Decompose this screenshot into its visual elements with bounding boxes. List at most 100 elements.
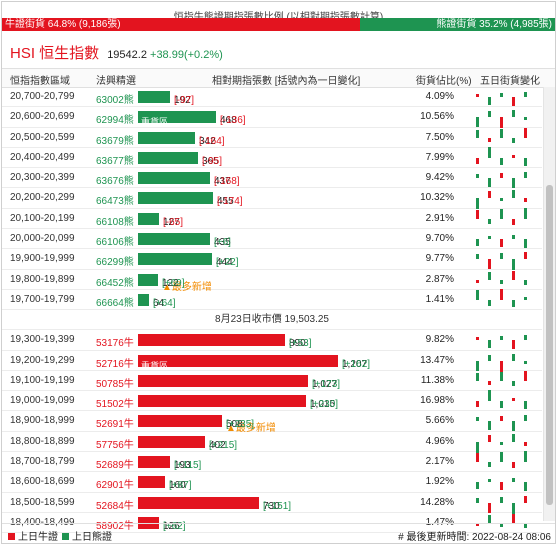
warrant-code-link[interactable]: 66473熊 xyxy=(96,196,134,208)
table-row[interactable]: 19,700-19,799 66664熊 64 [+64] 1.41% xyxy=(2,288,542,311)
daily-change: [+115] xyxy=(174,460,202,472)
volume-bar xyxy=(138,496,259,509)
spark-bar xyxy=(476,94,479,97)
strike-range: 19,300-19,399 xyxy=(10,334,75,346)
warrant-code-link[interactable]: 66664熊 xyxy=(96,297,134,309)
ratio-bull-segment: 牛證街貨 64.8% (9,186張) xyxy=(2,18,361,31)
spark-bar xyxy=(488,111,491,118)
table-row[interactable]: 20,400-20,499 63677熊 365 [-95] 7.99% xyxy=(2,146,542,169)
spark-bar xyxy=(488,390,491,402)
table-row[interactable]: 20,300-20,399 63676熊 437 [-168] 9.42% xyxy=(2,168,542,189)
share-pct: 5.66% xyxy=(425,415,454,427)
strike-range: 18,700-18,799 xyxy=(10,456,75,468)
volume-bar xyxy=(138,293,149,306)
table-row[interactable]: 18,800-18,899 57756牛 402 [+215] 4.96% xyxy=(2,432,542,453)
spark-bar xyxy=(500,173,503,179)
daily-change: [-97] xyxy=(174,95,195,106)
index-name[interactable]: HSI 恒生指數 xyxy=(10,45,100,62)
table-row[interactable]: 20,500-20,599 63679熊 342 [-164] 7.50% xyxy=(2,127,542,148)
volume-bar xyxy=(138,212,159,225)
spark-bar xyxy=(524,127,527,138)
table-row[interactable]: 19,000-19,099 51502牛 1,015 [+230] 16.98% xyxy=(2,390,542,412)
spark-bar xyxy=(500,416,503,422)
volume-bar xyxy=(138,253,212,266)
spark-bar xyxy=(488,299,491,306)
table-row[interactable]: 19,900-19,999 66299熊 444 [+22] 9.77% xyxy=(2,249,542,271)
ratio-title: 恒指牛熊證期指張數比例 (以相對期指張數計算) xyxy=(2,8,555,23)
warrant-code-link[interactable]: 53176牛 xyxy=(96,338,134,350)
spark-bar xyxy=(524,279,527,285)
table-row[interactable]: 19,800-19,899 66452熊 ▲最多新增 122 [+69] 2.87% xyxy=(2,270,542,293)
header-spark: 五日街貨變化 xyxy=(480,76,540,87)
warrant-code-link[interactable]: 63677熊 xyxy=(96,155,134,167)
warrant-code-link[interactable]: 66452熊 xyxy=(96,277,134,289)
warrant-code-link[interactable]: 52691牛 xyxy=(96,419,134,431)
spark-bar xyxy=(476,239,479,247)
warrant-code-link[interactable]: 63002熊 xyxy=(96,95,134,106)
spark-bar xyxy=(512,235,515,240)
spark-bar xyxy=(488,178,491,188)
warrant-code-link[interactable]: 63676熊 xyxy=(96,176,134,188)
volume-bar xyxy=(138,131,195,144)
warrant-code-link[interactable]: 52689牛 xyxy=(96,460,134,472)
table-row[interactable]: 19,200-19,299 52716牛 重貨區 1,207 [+162] 13.47% xyxy=(2,351,542,372)
spark-bar xyxy=(524,451,527,463)
warrant-code-link[interactable]: 66108熊 xyxy=(96,216,134,228)
spark-bar xyxy=(488,502,491,513)
ratio-bar: 牛證街貨 64.8% (9,186張) 熊證街貨 35.2% (4,985張) xyxy=(2,18,555,31)
scrollbar-thumb[interactable] xyxy=(546,185,553,505)
table-row[interactable]: 20,200-20,299 66473熊 455 [-174] 10.32% xyxy=(2,188,542,210)
table-row[interactable]: 19,300-19,399 53176牛 890 [+53] 9.82% xyxy=(2,330,542,351)
spark-bar xyxy=(500,336,503,341)
strike-range: 18,500-18,599 xyxy=(10,496,75,508)
strike-range: 18,800-18,899 xyxy=(10,435,75,447)
table-row[interactable]: 18,700-18,799 52689牛 193 [+115] 2.17% xyxy=(2,451,542,473)
table-row[interactable]: 18,900-18,999 52691牛 ▲最多新增 508 [+235] 5.66% xyxy=(2,411,542,434)
spark-bar xyxy=(488,380,491,385)
warrant-code-link[interactable]: 50785牛 xyxy=(96,378,134,390)
warrant-code-link[interactable]: 58902牛 xyxy=(96,520,134,532)
daily-change: [-65] xyxy=(163,216,184,228)
warrant-code-link[interactable]: 52716牛 xyxy=(96,358,134,370)
warrant-code-link[interactable]: 62901牛 xyxy=(96,480,134,492)
table-row[interactable]: 20,600-20,699 62994熊 重貨區 468 [-136] 10.56% xyxy=(2,107,542,129)
share-pct: 14.28% xyxy=(420,496,454,508)
warrant-code-link[interactable]: 66299熊 xyxy=(96,257,134,269)
warrant-code-link[interactable]: 62994熊 xyxy=(96,115,134,127)
table-row[interactable]: 18,400-18,499 58902牛 126 [+62] 1.47% xyxy=(2,513,542,534)
legend-bear: 上日熊證 xyxy=(62,528,112,543)
daily-change: [+230] xyxy=(310,399,339,411)
volume-bar xyxy=(138,395,306,408)
five-day-sparkline xyxy=(472,351,534,372)
spark-bar xyxy=(476,174,479,179)
spark-bar xyxy=(488,340,491,349)
warrant-code-link[interactable]: 63679熊 xyxy=(96,135,134,147)
warrant-code-link[interactable]: 52684牛 xyxy=(96,500,134,512)
spark-bar xyxy=(512,110,515,118)
volume-bar xyxy=(138,415,222,428)
footer: 上日牛證 上日熊證 # 最後更新時間: 2022-08-24 08:06 xyxy=(2,523,555,543)
warrant-code-link[interactable]: 51502牛 xyxy=(96,399,134,411)
table-row[interactable]: 20,000-20,099 66106熊 435 [+6] 9.70% xyxy=(2,229,542,250)
index-header: HSI 恒生指數 19542.2 +38.99(+0.2%) xyxy=(10,42,223,63)
table-row[interactable]: 18,600-18,699 62901牛 160 [+87] 1.92% xyxy=(2,472,542,493)
ratio-bear-segment: 熊證街貨 35.2% (4,985張) xyxy=(360,18,555,31)
spark-bar xyxy=(500,198,503,202)
scrollbar[interactable] xyxy=(543,87,555,521)
table-row[interactable]: 19,100-19,199 50785牛 1,027 [+173] 11.38% xyxy=(2,370,542,392)
daily-change: [+151] xyxy=(263,500,292,512)
spark-bar xyxy=(476,254,479,260)
spark-bar xyxy=(524,239,527,249)
daily-change: [-174] xyxy=(217,196,243,208)
table-row[interactable]: 18,500-18,599 52684牛 730 [+151] 14.28% xyxy=(2,493,542,514)
warrant-code-link[interactable]: 57756牛 xyxy=(96,439,134,451)
warrant-code-link[interactable]: 66106熊 xyxy=(96,237,134,249)
spark-bar xyxy=(512,502,515,514)
index-change: +38.99(+0.2%) xyxy=(150,49,223,61)
spark-bar xyxy=(524,415,527,422)
spark-bar xyxy=(488,259,491,270)
share-pct: 2.91% xyxy=(425,212,454,224)
table-row[interactable]: 20,100-20,199 66108熊 127 [-65] 2.91% xyxy=(2,207,542,230)
strike-range: 20,300-20,399 xyxy=(10,172,75,184)
table-row[interactable]: 20,700-20,799 63002熊 192 [-97] 4.09% xyxy=(2,87,542,108)
